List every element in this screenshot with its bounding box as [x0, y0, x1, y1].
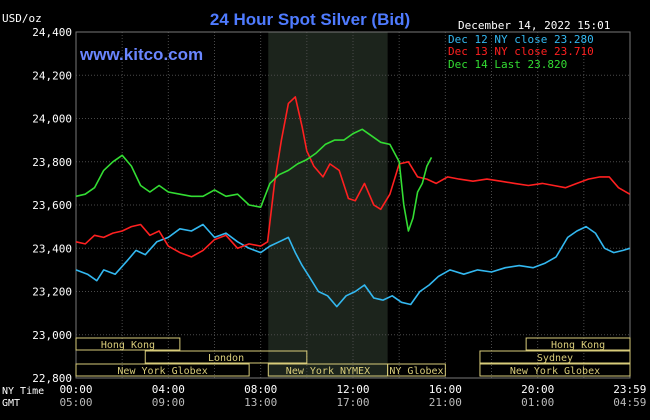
series-line-dec14 [75, 128, 433, 232]
y-tick-label: 22,800 [32, 372, 72, 385]
market-box [75, 337, 181, 351]
x-tick-label-ny: 12:00 [336, 383, 369, 396]
x-tick-label-ny: 00:00 [59, 383, 92, 396]
chart-title: 24 Hour Spot Silver (Bid) [210, 10, 410, 29]
y-tick-label: 23,600 [32, 199, 72, 212]
x-tick-label-gmt: 09:00 [152, 396, 185, 409]
y-tick-label: 24,000 [32, 113, 72, 126]
series-layer [75, 96, 631, 308]
ny-time-label: NY Time [2, 386, 44, 397]
market-box [479, 350, 631, 364]
x-tick-label-ny: 23:59 [613, 383, 646, 396]
y-tick-label: 23,000 [32, 329, 72, 342]
market-hours-layer: Hong Kong Hong Kong London Sydney New York G… [75, 337, 631, 377]
units-label: USD/oz [2, 12, 42, 25]
legend: Dec 12 NY close 23.280 Dec 13 NY close 2… [448, 33, 594, 71]
x-tick-label-gmt: 13:00 [244, 396, 277, 409]
x-tick-label-gmt: 21:00 [429, 396, 462, 409]
x-tick-label-gmt: 17:00 [336, 396, 369, 409]
timestamp: December 14, 2022 15:01 [458, 19, 610, 32]
market-label: Sydney [537, 353, 573, 364]
market-label: London [208, 353, 244, 364]
site-watermark: www.kitco.com [79, 45, 203, 64]
market-box [525, 337, 631, 351]
market-label: New York Globex [510, 366, 600, 377]
x-tick-label-gmt: 01:00 [521, 396, 554, 409]
market-label: New York NYMEX [286, 366, 370, 377]
market-label: NY Globex [389, 366, 443, 377]
x-tick-label-ny: 04:00 [152, 383, 185, 396]
market-label: Hong Kong [101, 340, 155, 351]
y-tick-label: 24,200 [32, 69, 72, 82]
x-tick-label-ny: 20:00 [521, 383, 554, 396]
legend-dec13: Dec 13 NY close 23.710 [448, 45, 594, 58]
series-line-dec13 [75, 96, 631, 258]
market-box [144, 350, 308, 364]
y-tick-label: 24,400 [32, 26, 72, 39]
plot-frame [75, 31, 631, 379]
legend-dec14: Dec 14 Last 23.820 [448, 58, 567, 71]
axis-layer: 24,400 24,200 24,000 23,800 23,600 23,400 23,2… [32, 26, 646, 409]
x-tick-label-ny: 08:00 [244, 383, 277, 396]
market-label: New York Globex [117, 366, 207, 377]
x-tick-label-gmt: 05:00 [59, 396, 92, 409]
y-tick-label: 23,800 [32, 156, 72, 169]
legend-dec12: Dec 12 NY close 23.280 [448, 33, 594, 46]
y-tick-label: 23,200 [32, 286, 72, 299]
market-box [75, 363, 250, 377]
y-tick-label: 23,400 [32, 242, 72, 255]
market-box [479, 363, 631, 377]
grid-layer [75, 31, 631, 379]
x-tick-label-gmt: 04:59 [613, 396, 646, 409]
x-tick-label-ny: 16:00 [429, 383, 462, 396]
market-box [387, 363, 446, 377]
series-line-dec12 [75, 223, 631, 308]
gmt-label: GMT [2, 398, 20, 409]
market-label: Hong Kong [551, 340, 605, 351]
